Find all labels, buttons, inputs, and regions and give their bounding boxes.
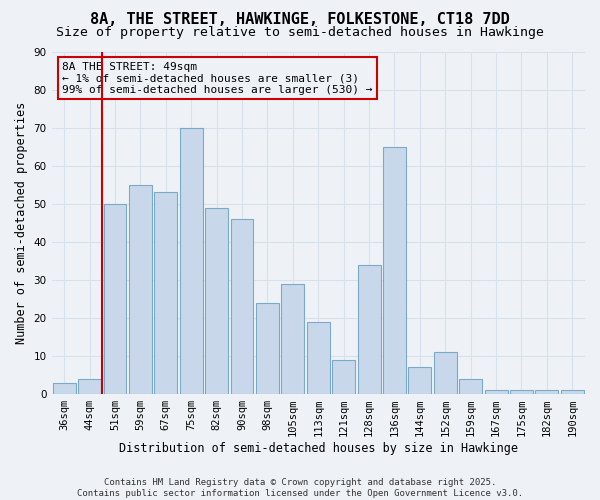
Bar [230,219,253,394]
Bar [129,184,152,394]
Bar [358,264,380,394]
Y-axis label: Number of semi-detached properties: Number of semi-detached properties [15,102,28,344]
Bar [53,382,76,394]
Text: 8A, THE STREET, HAWKINGE, FOLKESTONE, CT18 7DD: 8A, THE STREET, HAWKINGE, FOLKESTONE, CT… [90,12,510,28]
Bar [434,352,457,394]
Bar [459,379,482,394]
Bar [510,390,533,394]
Bar [104,204,127,394]
Text: Contains HM Land Registry data © Crown copyright and database right 2025.
Contai: Contains HM Land Registry data © Crown c… [77,478,523,498]
X-axis label: Distribution of semi-detached houses by size in Hawkinge: Distribution of semi-detached houses by … [119,442,518,455]
Bar [78,379,101,394]
Bar [485,390,508,394]
Bar [409,368,431,394]
Bar [561,390,584,394]
Bar [307,322,330,394]
Bar [535,390,559,394]
Text: 8A THE STREET: 49sqm
← 1% of semi-detached houses are smaller (3)
99% of semi-de: 8A THE STREET: 49sqm ← 1% of semi-detach… [62,62,373,95]
Bar [281,284,304,394]
Bar [383,146,406,394]
Bar [180,128,203,394]
Text: Size of property relative to semi-detached houses in Hawkinge: Size of property relative to semi-detach… [56,26,544,39]
Bar [256,302,279,394]
Bar [332,360,355,394]
Bar [205,208,228,394]
Bar [154,192,177,394]
